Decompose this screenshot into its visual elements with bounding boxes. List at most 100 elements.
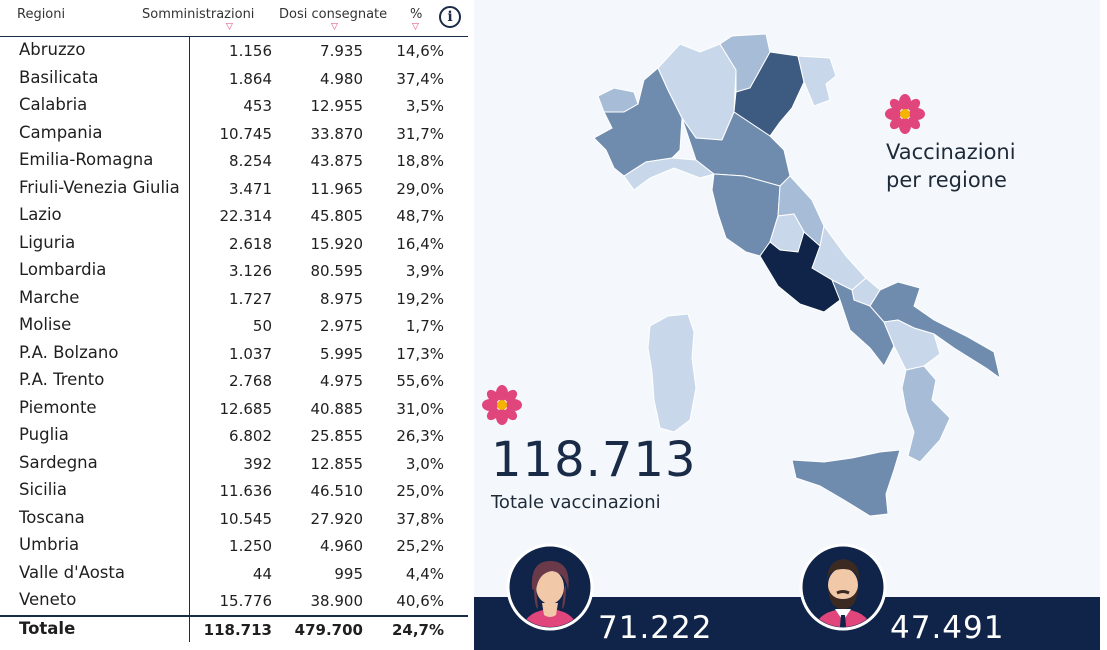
table-row[interactable]: Piemonte 12.685 40.885 31,0%	[0, 395, 468, 423]
percent-value: 3,5%	[405, 97, 444, 115]
region-name: Valle d'Aosta	[19, 562, 125, 582]
delivered-value: 2.975	[320, 317, 363, 335]
percent-value: 25,0%	[396, 482, 444, 500]
delivered-value: 25.855	[310, 427, 364, 445]
percent-value: 37,8%	[396, 509, 444, 528]
table-row[interactable]: Campania 10.745 33.870 31,7%	[0, 120, 468, 148]
table-row[interactable]: Toscana 10.545 27.920 37,8%	[0, 505, 468, 533]
delivered-value: 4.980	[320, 69, 363, 88]
map-title-line1: Vaccinazioni	[886, 140, 1016, 164]
administrations-value: 10.545	[219, 509, 273, 528]
header-regioni[interactable]: Regioni	[17, 7, 66, 22]
administrations-value: 10.745	[219, 124, 273, 143]
header-percent[interactable]: %	[410, 7, 423, 22]
percent-value: 3,0%	[405, 454, 444, 473]
region-name: Sardegna	[19, 452, 98, 472]
percent-value: 19,2%	[396, 289, 444, 308]
sort-down-icon[interactable]: ▽	[331, 22, 338, 32]
delivered-value: 5.995	[320, 344, 363, 363]
table-row[interactable]: Veneto 15.776 38.900 40,6%	[0, 587, 468, 615]
region-name: P.A. Bolzano	[19, 342, 119, 362]
table-row[interactable]: Emilia-Romagna 8.254 43.875 18,8%	[0, 147, 468, 175]
region-name: Emilia-Romagna	[19, 150, 154, 169]
table-row[interactable]: Liguria 2.618 15.920 16,4%	[0, 230, 468, 258]
table-row[interactable]: P.A. Trento 2.768 4.975 55,6%	[0, 367, 468, 395]
table-row[interactable]: Umbria 1.250 4.960 25,2%	[0, 532, 468, 560]
percent-value: 31,7%	[396, 124, 444, 143]
region-table: Regioni Somministrazioni ▽ Dosi consegna…	[0, 0, 468, 650]
total-vaccinations-value: 118.713	[491, 432, 697, 488]
administrations-value: 15.776	[219, 592, 273, 610]
region-name: Marche	[19, 287, 80, 307]
region-name: Puglia	[19, 425, 69, 444]
percent-value: 16,4%	[396, 234, 444, 253]
table-header: Regioni Somministrazioni ▽ Dosi consegna…	[0, 0, 468, 37]
region-name: Lombardia	[19, 260, 107, 279]
table-row[interactable]: Calabria 453 12.955 3,5%	[0, 92, 468, 120]
info-icon[interactable]: i	[439, 6, 461, 28]
administrations-value: 1.727	[229, 289, 272, 308]
administrations-value: 1.864	[229, 69, 272, 88]
women-vaccinations-value: 71.222	[598, 610, 713, 646]
administrations-value: 1.037	[229, 344, 272, 363]
delivered-value: 45.805	[310, 207, 364, 225]
flower-icon	[482, 385, 522, 425]
table-row[interactable]: Marche 1.727 8.975 19,2%	[0, 285, 468, 313]
administrations-value: 392	[243, 454, 272, 473]
total-label: Totale	[19, 619, 76, 638]
header-dosi-consegnate[interactable]: Dosi consegnate	[279, 7, 388, 22]
table-row[interactable]: Lombardia 3.126 80.595 3,9%	[0, 257, 468, 285]
table-row[interactable]: P.A. Bolzano 1.037 5.995 17,3%	[0, 340, 468, 368]
percent-value: 17,3%	[396, 344, 444, 363]
map-region-liguria[interactable]	[623, 157, 716, 191]
men-vaccinations-value: 47.491	[890, 610, 1005, 646]
administrations-value: 44	[252, 564, 272, 583]
percent-value: 14,6%	[396, 42, 444, 60]
delivered-value: 995	[334, 564, 363, 583]
map-region-sardegna[interactable]	[647, 313, 697, 433]
map-region-sicilia[interactable]	[791, 449, 901, 517]
table-row[interactable]: Valle d'Aosta 44 995 4,4%	[0, 560, 468, 588]
region-name: Friuli-Venezia Giulia	[19, 177, 180, 197]
delivered-value: 46.510	[310, 482, 364, 500]
administrations-value: 1.156	[229, 42, 272, 60]
header-somministrazioni[interactable]: Somministrazioni	[142, 7, 255, 22]
percent-value: 25,2%	[396, 537, 444, 555]
region-name: Abruzzo	[19, 40, 86, 59]
woman-avatar-icon	[506, 543, 594, 631]
delivered-value: 4.960	[320, 537, 363, 555]
map-region-friuli[interactable]	[797, 55, 837, 107]
map-title: Vaccinazioni per regione	[886, 138, 1016, 194]
table-row[interactable]: Lazio 22.314 45.805 48,7%	[0, 202, 468, 230]
table-row[interactable]: Abruzzo 1.156 7.935 14,6%	[0, 37, 468, 65]
map-region-calabria[interactable]	[901, 365, 951, 463]
table-total-row: Totale 118.713 479.700 24,7%	[0, 616, 468, 644]
table-row[interactable]: Sardegna 392 12.855 3,0%	[0, 450, 468, 478]
region-name: Basilicata	[19, 67, 99, 87]
table-row[interactable]: Basilicata 1.864 4.980 37,4%	[0, 65, 468, 93]
region-name: Molise	[19, 315, 72, 334]
administrations-value: 3.126	[229, 262, 272, 280]
administrations-value: 1.250	[229, 537, 272, 555]
region-name: Umbria	[19, 535, 80, 554]
man-avatar-icon	[799, 543, 887, 631]
map-region-lazio[interactable]	[759, 231, 841, 313]
sort-down-icon[interactable]: ▽	[412, 22, 419, 32]
total-percent: 24,7%	[391, 621, 444, 639]
table-row[interactable]: Puglia 6.802 25.855 26,3%	[0, 422, 468, 450]
map-title-line2: per regione	[886, 168, 1007, 192]
table-row[interactable]: Friuli-Venezia Giulia 3.471 11.965 29,0%	[0, 175, 468, 203]
region-name: Calabria	[19, 95, 88, 114]
flower-icon	[885, 94, 925, 134]
delivered-value: 8.975	[320, 289, 363, 308]
table-row[interactable]: Molise 50 2.975 1,7%	[0, 312, 468, 340]
percent-value: 3,9%	[405, 262, 444, 280]
map-region-basilicata[interactable]	[883, 319, 941, 371]
italy-map	[593, 33, 1001, 517]
table-row[interactable]: Sicilia 11.636 46.510 25,0%	[0, 477, 468, 505]
delivered-value: 12.855	[310, 454, 364, 473]
sort-down-icon[interactable]: ▽	[226, 22, 233, 32]
delivered-value: 11.965	[310, 179, 364, 198]
delivered-value: 4.975	[320, 372, 363, 390]
delivered-value: 33.870	[310, 124, 364, 143]
